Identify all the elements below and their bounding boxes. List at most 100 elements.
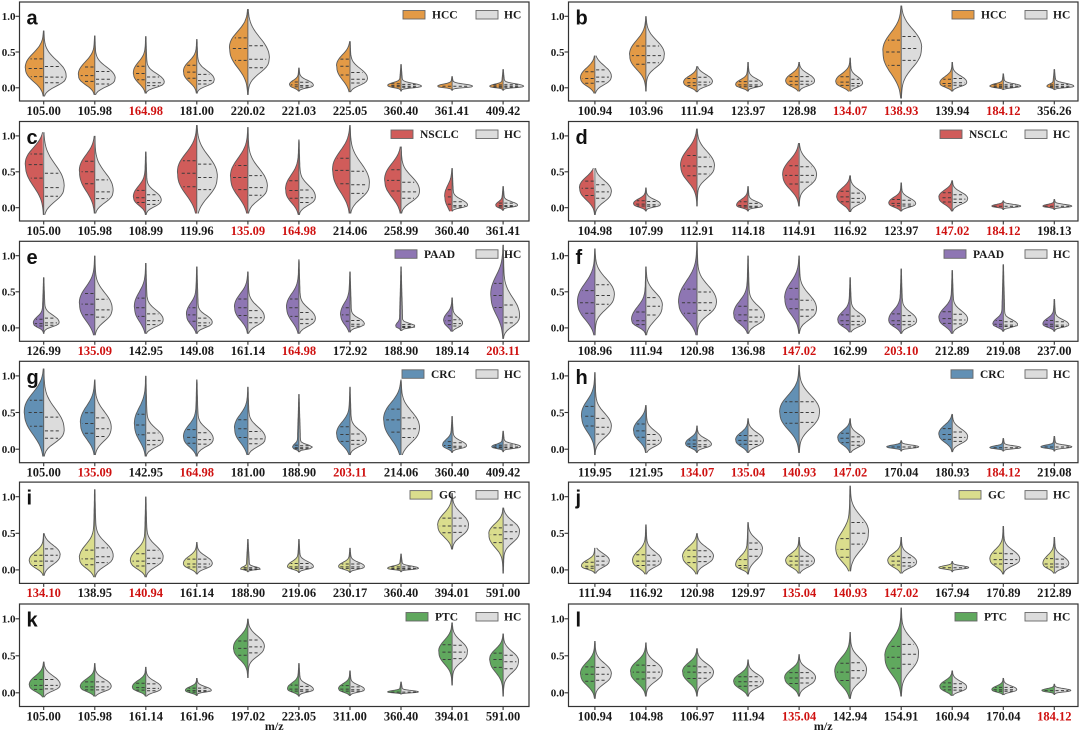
svg-text:0.0: 0.0 <box>551 203 565 215</box>
svg-text:142.95: 142.95 <box>129 466 163 480</box>
svg-text:170.04: 170.04 <box>884 466 919 480</box>
svg-text:114.91: 114.91 <box>782 224 816 238</box>
svg-text:128.98: 128.98 <box>782 104 816 118</box>
svg-text:123.97: 123.97 <box>731 104 765 118</box>
svg-text:394.01: 394.01 <box>435 709 469 723</box>
svg-text:167.94: 167.94 <box>935 586 970 600</box>
svg-text:237.00: 237.00 <box>1037 344 1071 358</box>
svg-text:1.0: 1.0 <box>2 371 16 383</box>
svg-text:114.18: 114.18 <box>731 224 765 238</box>
svg-text:120.98: 120.98 <box>680 344 714 358</box>
svg-text:135.04: 135.04 <box>731 466 766 480</box>
svg-text:1.0: 1.0 <box>2 614 16 626</box>
svg-text:258.99: 258.99 <box>384 224 418 238</box>
svg-text:100.94: 100.94 <box>578 709 613 723</box>
svg-text:139.94: 139.94 <box>935 104 970 118</box>
svg-text:105.98: 105.98 <box>78 104 112 118</box>
svg-text:138.95: 138.95 <box>78 586 112 600</box>
svg-text:0.0: 0.0 <box>2 203 16 215</box>
svg-text:170.04: 170.04 <box>986 709 1021 723</box>
svg-text:149.08: 149.08 <box>180 344 214 358</box>
svg-text:0.0: 0.0 <box>551 83 565 95</box>
svg-text:f: f <box>576 247 583 269</box>
svg-text:119.95: 119.95 <box>578 466 612 480</box>
svg-text:c: c <box>27 127 38 149</box>
svg-text:1.0: 1.0 <box>2 11 16 23</box>
svg-text:136.98: 136.98 <box>731 344 765 358</box>
svg-text:219.06: 219.06 <box>282 586 316 600</box>
svg-text:0.0: 0.0 <box>551 444 565 456</box>
svg-text:1.0: 1.0 <box>551 371 565 383</box>
svg-text:1.0: 1.0 <box>551 492 565 504</box>
svg-text:PAAD: PAAD <box>424 249 455 261</box>
svg-text:119.96: 119.96 <box>180 224 214 238</box>
svg-text:0.0: 0.0 <box>2 83 16 95</box>
svg-text:108.99: 108.99 <box>129 224 163 238</box>
svg-text:1.0: 1.0 <box>2 492 16 504</box>
svg-text:147.02: 147.02 <box>833 466 867 480</box>
svg-text:GC: GC <box>988 490 1005 502</box>
svg-text:0.5: 0.5 <box>2 528 16 540</box>
svg-text:HC: HC <box>1053 612 1070 624</box>
svg-text:154.91: 154.91 <box>884 709 918 723</box>
svg-text:HCC: HCC <box>981 10 1007 22</box>
svg-text:l: l <box>576 610 582 632</box>
svg-text:HC: HC <box>1053 249 1070 261</box>
svg-text:0.0: 0.0 <box>2 444 16 456</box>
svg-text:1.0: 1.0 <box>2 131 16 143</box>
svg-text:PAAD: PAAD <box>973 249 1004 261</box>
svg-text:PTC: PTC <box>984 612 1007 624</box>
svg-text:HC: HC <box>504 490 521 502</box>
svg-text:135.04: 135.04 <box>782 586 817 600</box>
svg-text:j: j <box>575 488 582 510</box>
svg-text:138.93: 138.93 <box>884 104 918 118</box>
svg-text:129.97: 129.97 <box>731 586 765 600</box>
svg-text:107.99: 107.99 <box>629 224 663 238</box>
svg-text:409.42: 409.42 <box>486 466 520 480</box>
svg-text:HC: HC <box>504 612 521 624</box>
svg-text:225.05: 225.05 <box>333 104 367 118</box>
svg-text:HC: HC <box>504 249 521 261</box>
svg-text:NSCLC: NSCLC <box>420 129 459 141</box>
svg-text:0.0: 0.0 <box>2 565 16 577</box>
svg-text:108.96: 108.96 <box>578 344 612 358</box>
svg-text:121.95: 121.95 <box>629 466 663 480</box>
svg-text:0.5: 0.5 <box>2 167 16 179</box>
svg-text:e: e <box>27 247 38 269</box>
svg-text:161.14: 161.14 <box>231 344 266 358</box>
svg-text:147.02: 147.02 <box>782 344 816 358</box>
svg-text:189.14: 189.14 <box>435 344 470 358</box>
svg-text:111.94: 111.94 <box>732 709 766 723</box>
svg-text:134.10: 134.10 <box>27 586 61 600</box>
svg-text:0.5: 0.5 <box>551 47 565 59</box>
svg-text:m/z: m/z <box>265 719 284 731</box>
svg-text:135.09: 135.09 <box>78 466 112 480</box>
svg-text:GC: GC <box>439 490 456 502</box>
svg-text:164.98: 164.98 <box>180 466 214 480</box>
svg-text:0.5: 0.5 <box>2 651 16 663</box>
svg-text:105.00: 105.00 <box>27 104 61 118</box>
svg-text:360.40: 360.40 <box>384 709 418 723</box>
svg-text:HC: HC <box>1053 490 1070 502</box>
svg-text:135.09: 135.09 <box>231 224 265 238</box>
svg-text:197.02: 197.02 <box>231 709 265 723</box>
svg-text:360.40: 360.40 <box>435 224 469 238</box>
svg-text:111.94: 111.94 <box>681 104 715 118</box>
svg-text:1.0: 1.0 <box>551 131 565 143</box>
svg-text:106.97: 106.97 <box>680 709 714 723</box>
svg-text:170.89: 170.89 <box>986 586 1020 600</box>
svg-text:CRC: CRC <box>431 369 456 381</box>
svg-text:HCC: HCC <box>432 10 458 22</box>
svg-text:h: h <box>576 367 588 389</box>
svg-text:NSCLC: NSCLC <box>969 129 1008 141</box>
svg-text:220.02: 220.02 <box>231 104 265 118</box>
svg-text:0.0: 0.0 <box>551 565 565 577</box>
svg-text:203.11: 203.11 <box>486 344 520 358</box>
svg-text:0.5: 0.5 <box>551 651 565 663</box>
svg-text:188.90: 188.90 <box>231 586 265 600</box>
svg-text:356.26: 356.26 <box>1037 104 1071 118</box>
svg-text:135.09: 135.09 <box>78 344 112 358</box>
svg-text:147.02: 147.02 <box>935 224 969 238</box>
svg-text:120.98: 120.98 <box>680 586 714 600</box>
svg-text:184.12: 184.12 <box>986 224 1020 238</box>
